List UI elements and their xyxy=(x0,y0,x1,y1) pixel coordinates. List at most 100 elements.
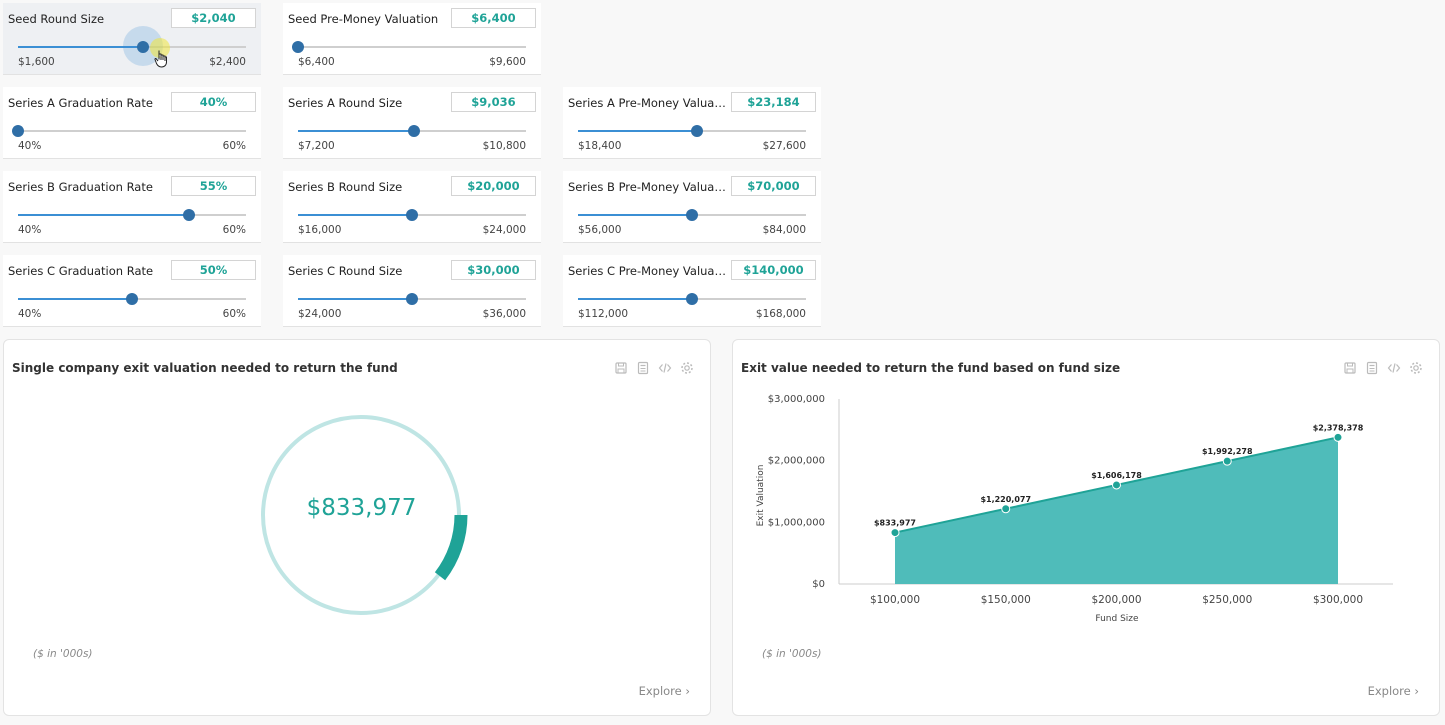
slider-label: Series C Round Size xyxy=(288,264,403,278)
slider-max-label: $2,400 xyxy=(209,56,246,68)
data-point[interactable] xyxy=(1001,504,1011,514)
slider-label: Series A Graduation Rate xyxy=(8,96,153,110)
slider-min-label: $6,400 xyxy=(298,56,335,68)
slider-thumb[interactable] xyxy=(406,209,418,221)
slider-track[interactable] xyxy=(578,209,806,221)
gear-icon[interactable] xyxy=(680,360,694,374)
slider-max-label: 60% xyxy=(222,308,246,320)
slider-thumb[interactable] xyxy=(406,293,418,305)
slider-label: Seed Round Size xyxy=(8,12,105,26)
slider-value-input[interactable]: $20,000 xyxy=(451,176,536,196)
slider-track[interactable] xyxy=(18,26,246,68)
panel-title: Single company exit valuation needed to … xyxy=(12,361,398,375)
y-tick-label: $1,000,000 xyxy=(768,517,825,528)
slider-label: Series C Graduation Rate xyxy=(8,264,154,278)
slider-card: Series A Round Size $9,036 $7,200 $10,800 xyxy=(283,87,541,159)
slider-value-input[interactable]: 55% xyxy=(171,176,256,196)
slider-track[interactable] xyxy=(298,125,526,137)
slider-max-label: $27,600 xyxy=(762,140,806,152)
slider-value-input[interactable]: 40% xyxy=(171,92,256,112)
data-label: $1,606,178 xyxy=(1091,471,1142,480)
slider-fill xyxy=(578,298,692,300)
code-icon[interactable] xyxy=(658,360,672,374)
slider-track[interactable] xyxy=(578,125,806,137)
slider-label: Series A Pre-Money Valuation xyxy=(568,96,728,110)
code-icon[interactable] xyxy=(1387,360,1401,374)
slider-card: Seed Pre-Money Valuation $6,400 $6,400 $9,6… xyxy=(283,3,541,75)
slider-card: Series A Graduation Rate 40% 40% 60% xyxy=(3,87,261,159)
explore-link[interactable]: Explore › xyxy=(638,684,690,698)
slider-max-label: $10,800 xyxy=(482,140,526,152)
slider-min-label: $24,000 xyxy=(298,308,342,320)
donut-value: $833,977 xyxy=(306,495,417,521)
slider-thumb[interactable] xyxy=(690,125,703,137)
slider-min-label: $112,000 xyxy=(578,308,629,320)
calculator-icon[interactable] xyxy=(636,360,650,375)
calculator-icon[interactable] xyxy=(1365,360,1379,375)
slider-thumb[interactable] xyxy=(686,293,698,305)
slider-min-label: 40% xyxy=(18,140,42,152)
slider-value-input[interactable]: $6,400 xyxy=(451,8,536,28)
y-tick-label: $3,000,000 xyxy=(768,394,825,405)
slider-value-input[interactable]: $9,036 xyxy=(451,92,536,112)
slider-label: Series C Pre-Money Valuation xyxy=(568,264,728,278)
slider-label: Series B Pre-Money Valuation xyxy=(568,180,728,194)
slider-fill xyxy=(18,46,144,48)
slider-label: Series B Round Size xyxy=(288,180,403,194)
slider-thumb[interactable] xyxy=(137,41,150,53)
slider-track[interactable] xyxy=(578,293,806,305)
slider-fill xyxy=(18,214,189,216)
slider-track[interactable] xyxy=(292,41,526,53)
slider-thumb[interactable] xyxy=(126,293,138,305)
slider-fill xyxy=(298,130,415,132)
slider-label: Series A Round Size xyxy=(288,96,403,110)
slider-fill xyxy=(298,214,412,216)
save-icon[interactable] xyxy=(614,360,628,374)
slider-thumb[interactable] xyxy=(183,209,195,221)
explore-link[interactable]: Explore › xyxy=(1367,684,1419,698)
data-point[interactable] xyxy=(1222,456,1232,466)
slider-value-input[interactable]: $70,000 xyxy=(731,176,816,196)
x-tick-label: $300,000 xyxy=(1313,594,1363,606)
gear-icon[interactable] xyxy=(1409,360,1423,374)
slider-min-label: $7,200 xyxy=(298,140,335,152)
slider-track[interactable] xyxy=(18,209,246,221)
slider-thumb[interactable] xyxy=(408,125,421,137)
slider-value-input[interactable]: $30,000 xyxy=(451,260,536,280)
data-label: $833,977 xyxy=(874,519,916,528)
slider-track[interactable] xyxy=(12,125,246,137)
slider-card: Series B Graduation Rate 55% 40% 60% xyxy=(3,171,261,243)
slider-value-input[interactable]: $2,040 xyxy=(171,8,256,28)
slider-label: Seed Pre-Money Valuation xyxy=(288,12,439,26)
slider-fill xyxy=(298,298,412,300)
slider-max-label: 60% xyxy=(222,224,246,236)
slider-track[interactable] xyxy=(298,293,526,305)
slider-min-label: $56,000 xyxy=(578,224,622,236)
data-label: $1,992,278 xyxy=(1202,447,1253,456)
slider-thumb[interactable] xyxy=(12,125,24,137)
slider-min-label: $16,000 xyxy=(298,224,342,236)
slider-value-input[interactable]: 50% xyxy=(171,260,256,280)
slider-min-label: $1,600 xyxy=(18,56,55,68)
slider-track[interactable] xyxy=(18,293,246,305)
x-tick-label: $250,000 xyxy=(1202,594,1252,606)
data-point[interactable] xyxy=(1333,432,1343,442)
exit-valuation-panel: Single company exit valuation needed to … xyxy=(3,339,711,716)
slider-track[interactable] xyxy=(298,209,526,221)
slider-card: Series B Pre-Money Valuation $70,000 $56,0… xyxy=(563,171,821,243)
slider-min-label: 40% xyxy=(18,224,42,236)
y-tick-label: $0 xyxy=(812,579,825,590)
slider-max-label: $24,000 xyxy=(482,224,526,236)
data-point[interactable] xyxy=(1112,480,1121,490)
panel-title: Exit value needed to return the fund bas… xyxy=(741,361,1121,375)
data-point[interactable] xyxy=(890,528,900,538)
area-chart: $0 $1,000,000 $2,000,000 $3,000,000 $100,000… xyxy=(756,394,1393,624)
slider-value-input[interactable]: $140,000 xyxy=(731,260,816,280)
slider-thumb[interactable] xyxy=(686,209,698,221)
slider-max-label: $36,000 xyxy=(482,308,526,320)
slider-value-input[interactable]: $23,184 xyxy=(731,92,816,112)
slider-card: Series A Pre-Money Valuation $23,184 $18,4… xyxy=(563,87,821,159)
hand-cursor-icon xyxy=(154,50,168,68)
slider-thumb[interactable] xyxy=(292,41,304,53)
save-icon[interactable] xyxy=(1343,360,1357,374)
